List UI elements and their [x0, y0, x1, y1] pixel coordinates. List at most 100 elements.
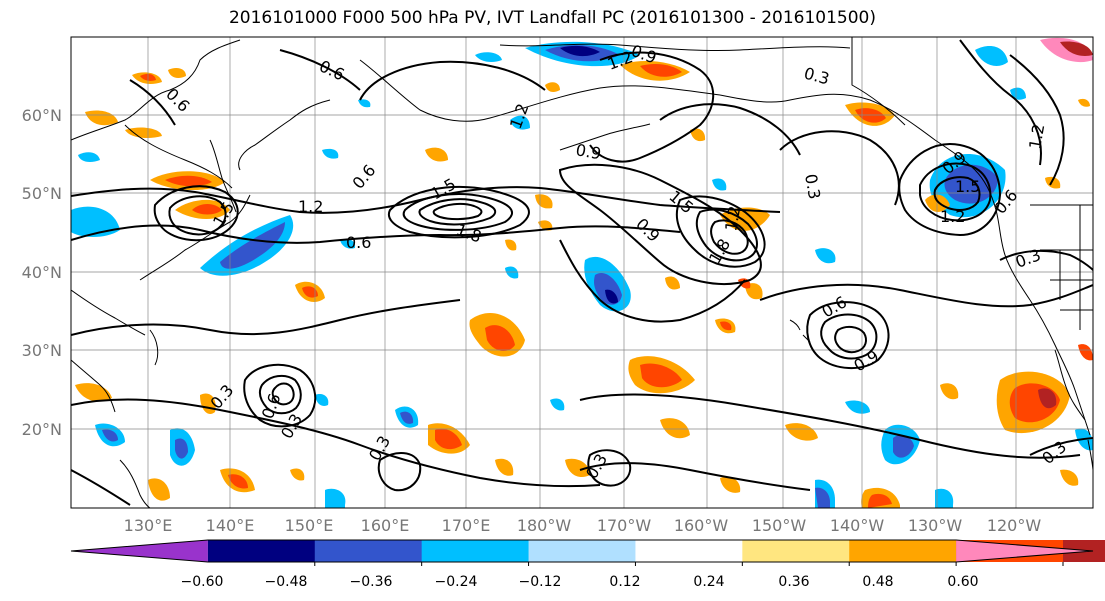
contour-line: [359, 60, 546, 101]
contour-line: [806, 301, 890, 370]
shade-blob: [712, 178, 727, 191]
shade-blob: [168, 68, 186, 78]
shade-blob: [815, 487, 830, 508]
colorbar-bin: [528, 540, 636, 562]
coastline-korea: [71, 289, 146, 336]
colorbar-tick-label: 0.60: [947, 574, 978, 590]
contour-line: [587, 449, 632, 487]
contour-line: [1029, 437, 1093, 456]
shade-blob: [935, 488, 954, 508]
contour-line: [402, 193, 513, 231]
shade-blob: [71, 206, 120, 237]
lon-label: 160°E: [361, 516, 410, 535]
contour-line: [898, 143, 1002, 237]
colorbar-bin: [956, 540, 1093, 562]
shade-blob: [325, 488, 346, 508]
lon-label: 130°E: [124, 516, 173, 535]
shade-blob: [165, 175, 212, 187]
lon-label: 130°W: [908, 516, 963, 535]
contour-line: [153, 185, 239, 242]
shade-blob: [148, 478, 170, 501]
shade-blob: [175, 438, 188, 459]
shade-blob: [660, 418, 690, 439]
shade-blob: [510, 115, 530, 130]
coastline-us-west: [1029, 299, 1091, 436]
colorbar-bin: [314, 540, 423, 562]
contour-line: [559, 239, 746, 323]
shade-blob: [125, 127, 162, 138]
lat-label: 50°N: [22, 184, 62, 203]
shade-blob: [400, 411, 414, 424]
colorbar: [70, 539, 1105, 566]
shade-blob: [340, 238, 356, 249]
contour-line: [377, 452, 422, 492]
shade-blob: [640, 64, 682, 77]
lon-label: 170°E: [442, 516, 491, 535]
shade-blob: [565, 458, 590, 478]
shade-blob: [425, 147, 448, 162]
coastline-baja: [1054, 349, 1086, 421]
coastlines: [71, 37, 1093, 508]
shade-blob: [560, 45, 600, 57]
contour-line: [71, 299, 461, 336]
contour-line: [129, 79, 176, 126]
coastline-alaska: [719, 93, 976, 171]
contour-line: [279, 49, 361, 91]
colorbar-tick-label: −0.12: [519, 574, 562, 590]
shade-blob: [485, 325, 515, 352]
lon-label: 180°W: [517, 516, 572, 535]
contour-line: [710, 219, 749, 255]
coastline-okhotsk: [124, 124, 233, 189]
colorbar-outline: [70, 539, 1094, 563]
colorbar-bin: [71, 540, 208, 562]
contour-line: [999, 249, 1093, 271]
colorbar-tick-label: 0.36: [778, 574, 809, 590]
shade-blob: [720, 476, 741, 493]
coastline-canada-west: [974, 169, 1031, 301]
coastline-kamchatka: [238, 99, 331, 171]
lon-axis: 130°E 140°E 150°E 160°E 170°E 180°W 170°…: [124, 516, 1042, 535]
contour-line: [558, 163, 762, 285]
coastline-japan: [139, 194, 251, 281]
coastline-china: [71, 359, 116, 413]
contour-label: 1.2: [940, 207, 965, 226]
shade-blob: [785, 423, 818, 441]
shade-blob: [1010, 87, 1026, 100]
coastline-alaska-aleutians: [359, 59, 721, 122]
lon-label: 140°E: [206, 516, 255, 535]
shade-blob: [605, 289, 618, 304]
contour-line: [959, 39, 1042, 166]
contour-line: [71, 469, 131, 506]
contour-line: [695, 208, 758, 262]
contour-line: [418, 198, 497, 226]
map-area: 0.6 0.6 1.5 1.2 0.6 1.5 1.8 0.6 0.9 1.2 …: [71, 37, 1093, 508]
colorbar-bin: [421, 540, 530, 562]
shade-blob: [220, 222, 285, 269]
contour-line: [834, 325, 867, 354]
pv-contours: [71, 39, 1093, 506]
contour-line: [579, 462, 811, 491]
colorbar-tick-label: −0.36: [350, 574, 393, 590]
lat-label: 60°N: [22, 106, 62, 125]
shade-blob: [78, 152, 100, 163]
border-alaska-canada: [851, 37, 906, 126]
shade-blob: [940, 383, 959, 400]
contour-line: [1009, 54, 1065, 186]
shade-blob: [893, 435, 914, 458]
shade-blob: [868, 493, 892, 508]
shade-blob: [290, 468, 305, 481]
shade-blob: [545, 82, 560, 93]
shade-blob: [505, 266, 519, 279]
contour-label: 1.2: [721, 204, 744, 232]
shade-blob: [975, 46, 1008, 66]
coastline-alaska-north: [499, 43, 851, 52]
lat-label: 20°N: [22, 420, 62, 439]
lat-label: 40°N: [22, 263, 62, 282]
colorbar-tick-label: −0.48: [265, 574, 308, 590]
map-title: 2016101000 F000 500 hPa PV, IVT Landfall…: [228, 8, 876, 28]
shade-blob: [1038, 388, 1057, 409]
contour-line: [271, 382, 295, 406]
shade-blob: [358, 99, 371, 108]
shade-blob: [228, 474, 248, 489]
colorbar-bin: [635, 540, 743, 562]
